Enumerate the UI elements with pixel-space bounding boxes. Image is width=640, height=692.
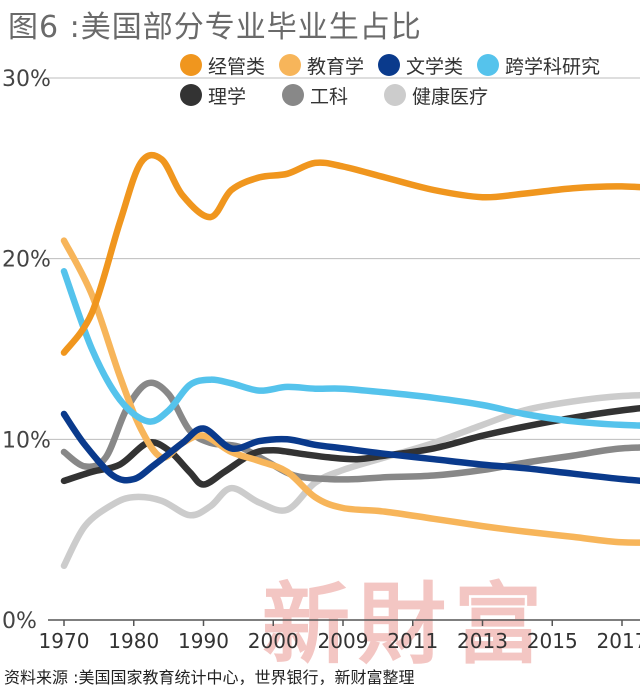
chart-title: 图6 :美国部分专业毕业生占比 — [8, 10, 422, 45]
legend-swatch — [279, 54, 302, 76]
series-line-经管类 — [60, 151, 640, 356]
series-line-健康医疗 — [60, 391, 640, 570]
x-tick-label: 1990 — [178, 629, 229, 653]
series-line-文学类 — [60, 410, 640, 484]
legend-label: 教育学 — [307, 55, 365, 78]
y-tick-label: 30% — [2, 67, 51, 92]
legend-row-2: 理学 工科 健康医疗 — [180, 80, 635, 110]
y-tick-label: 20% — [2, 248, 51, 273]
x-tick-label: 2000 — [248, 629, 299, 653]
legend: 经管类 教育学 文学类 跨学科研究 理学 工科 健康医疗 — [180, 50, 635, 110]
legend-label: 跨学科研究 — [505, 55, 601, 78]
series-line-跨学科研究 — [60, 268, 640, 429]
x-tick-label: 1970 — [39, 629, 90, 653]
x-tick-label: 2011 — [387, 629, 438, 653]
gridlines — [48, 77, 640, 621]
x-axis-ticks: 1970 1980 1990 2000 2009 2011 2013 2015 2017 — [39, 620, 640, 653]
legend-item-跨学科研究: 跨学科研究 — [477, 52, 600, 79]
legend-label: 工科 — [310, 85, 349, 108]
legend-swatch — [384, 84, 407, 106]
legend-label: 理学 — [208, 85, 247, 108]
legend-item-理学: 理学 — [180, 82, 246, 109]
series-lines — [60, 151, 640, 570]
legend-item-文学类: 文学类 — [378, 52, 463, 79]
legend-swatch — [378, 54, 401, 76]
legend-swatch — [180, 54, 202, 76]
legend-item-经管类: 经管类 — [180, 52, 265, 79]
legend-swatch — [477, 54, 500, 76]
x-tick-label: 2017 — [597, 629, 640, 653]
legend-item-健康医疗: 健康医疗 — [384, 82, 488, 109]
y-tick-label: 10% — [2, 428, 51, 453]
legend-item-教育学: 教育学 — [279, 52, 364, 79]
watermark: 新財富 — [262, 572, 550, 676]
legend-row-1: 经管类 教育学 文学类 跨学科研究 — [180, 50, 635, 80]
x-tick-label: 2015 — [527, 629, 578, 653]
series-line-教育学 — [60, 237, 640, 546]
legend-label: 健康医疗 — [412, 85, 489, 108]
legend-swatch — [282, 84, 305, 106]
legend-swatch — [180, 84, 202, 106]
x-tick-label: 2009 — [318, 629, 369, 653]
x-tick-label: 1980 — [108, 629, 159, 653]
legend-label: 经管类 — [208, 55, 266, 78]
x-tick-label: 2013 — [457, 629, 508, 653]
y-axis-ticks: 0% 10% 20% 30% — [2, 67, 51, 634]
y-tick-label: 0% — [2, 609, 37, 634]
source-note: 资料来源 :美国国家教育统计中心，世界银行，新财富整理 — [4, 668, 415, 687]
legend-item-工科: 工科 — [282, 82, 348, 109]
legend-label: 文学类 — [406, 55, 464, 78]
